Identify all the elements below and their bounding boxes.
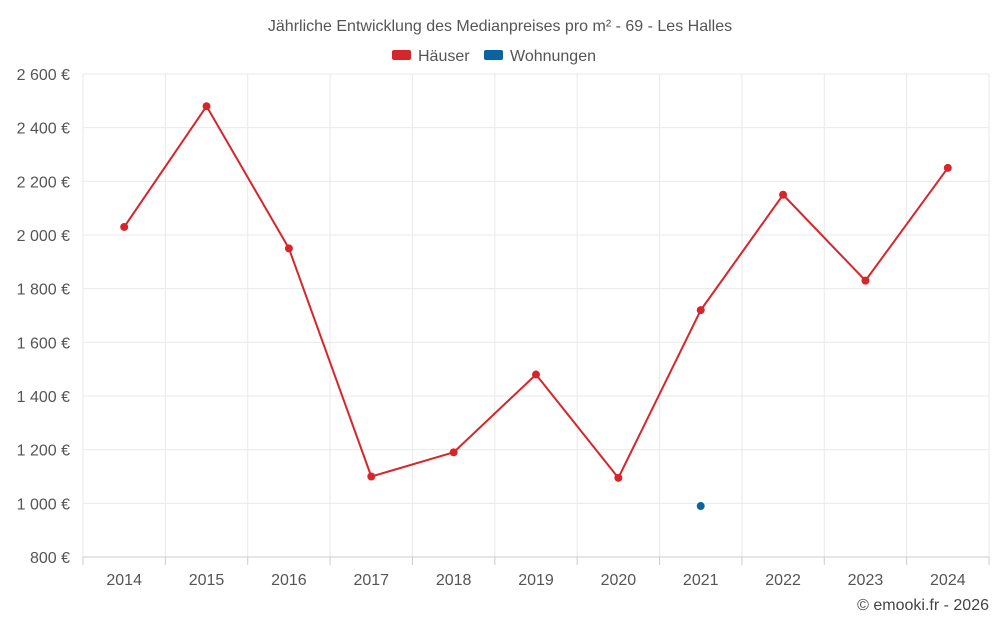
y-tick-label: 2 600 € bbox=[17, 67, 70, 84]
legend-swatch-hauser bbox=[392, 50, 411, 60]
gridlines bbox=[82, 73, 990, 557]
x-tick-label: 2022 bbox=[765, 572, 801, 589]
x-tick-label: 2018 bbox=[436, 572, 472, 589]
y-tick-label: 2 400 € bbox=[17, 121, 70, 138]
data-point-wohnungen[interactable] bbox=[696, 502, 705, 511]
legend-item-wohnungen[interactable]: Wohnungen bbox=[484, 48, 596, 65]
data-point-hauser[interactable] bbox=[120, 222, 129, 231]
x-tick-label: 2016 bbox=[271, 572, 307, 589]
legend-label-wohnungen: Wohnungen bbox=[510, 48, 596, 65]
legend-swatch-wohnungen bbox=[484, 50, 503, 60]
x-tick-label: 2020 bbox=[601, 572, 637, 589]
y-tick-label: 1 800 € bbox=[17, 282, 70, 299]
axes: 800 € 1 000 € 1 200 € 1 400 € 1 600 € 1 800 €… bbox=[17, 67, 990, 589]
x-tick-label: 2021 bbox=[683, 572, 719, 589]
data-point-hauser[interactable] bbox=[779, 190, 788, 199]
data-point-hauser[interactable] bbox=[696, 306, 705, 315]
y-tick-label: 2 200 € bbox=[17, 174, 70, 191]
x-tick-label: 2017 bbox=[353, 572, 389, 589]
x-tick-label: 2014 bbox=[106, 572, 142, 589]
y-tick-label: 800 € bbox=[30, 550, 70, 567]
data-point-hauser[interactable] bbox=[943, 163, 952, 172]
legend-item-hauser[interactable]: Häuser bbox=[392, 48, 470, 65]
x-tick-label: 2015 bbox=[189, 572, 225, 589]
data-point-hauser[interactable] bbox=[532, 370, 540, 379]
series-layer bbox=[120, 102, 952, 511]
y-tick-label: 1 000 € bbox=[17, 496, 70, 513]
data-point-hauser[interactable] bbox=[202, 102, 211, 111]
data-point-hauser[interactable] bbox=[861, 276, 870, 285]
data-point-hauser[interactable] bbox=[367, 472, 376, 481]
x-tick-label: 2024 bbox=[930, 572, 966, 589]
legend: Häuser Wohnungen bbox=[392, 48, 596, 65]
x-tick-label: 2023 bbox=[848, 572, 884, 589]
y-tick-label: 1 600 € bbox=[17, 335, 70, 352]
y-tick-label: 1 200 € bbox=[17, 443, 70, 460]
y-tick-label: 1 400 € bbox=[17, 389, 70, 406]
chart-title: Jährliche Entwicklung des Medianpreises … bbox=[268, 18, 732, 35]
data-point-hauser[interactable] bbox=[614, 473, 623, 482]
x-tick-label: 2019 bbox=[518, 572, 554, 589]
data-point-hauser[interactable] bbox=[449, 448, 458, 457]
credit-label: © emooki.fr - 2026 bbox=[857, 597, 989, 614]
legend-label-hauser: Häuser bbox=[418, 48, 470, 65]
y-tick-label: 2 000 € bbox=[17, 228, 70, 245]
data-point-hauser[interactable] bbox=[284, 244, 293, 253]
